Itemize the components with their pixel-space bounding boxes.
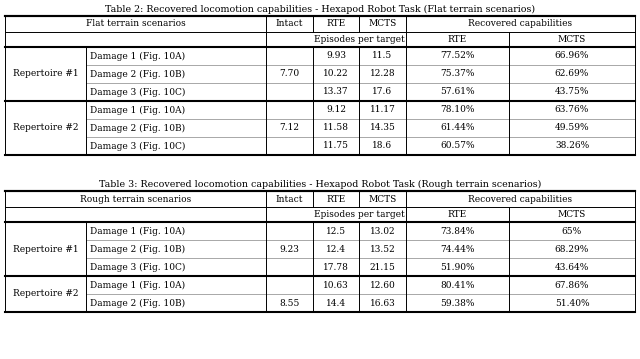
Text: Damage 1 (Fig. 10A): Damage 1 (Fig. 10A) [90,227,185,236]
Text: 10.63: 10.63 [323,280,349,289]
Text: 21.15: 21.15 [369,262,396,271]
Text: 11.17: 11.17 [369,106,396,115]
Text: 9.93: 9.93 [326,51,346,61]
Text: Flat terrain scenarios: Flat terrain scenarios [86,19,186,28]
Text: Repertoire #1: Repertoire #1 [13,244,78,253]
Text: 11.75: 11.75 [323,141,349,150]
Text: MCTS: MCTS [558,35,586,44]
Text: MCTS: MCTS [558,210,586,219]
Text: 73.84%: 73.84% [440,227,475,236]
Text: 9.23: 9.23 [280,244,300,253]
Text: Damage 2 (Fig. 10B): Damage 2 (Fig. 10B) [90,123,185,132]
Text: Repertoire #1: Repertoire #1 [13,70,78,79]
Text: 13.02: 13.02 [370,227,396,236]
Text: 68.29%: 68.29% [555,244,589,253]
Text: 9.12: 9.12 [326,106,346,115]
Text: Damage 2 (Fig. 10B): Damage 2 (Fig. 10B) [90,298,185,308]
Text: 38.26%: 38.26% [555,141,589,150]
Text: 77.52%: 77.52% [440,51,475,61]
Text: Damage 1 (Fig. 10A): Damage 1 (Fig. 10A) [90,51,185,61]
Text: 66.96%: 66.96% [555,51,589,61]
Text: Intact: Intact [276,195,303,204]
Text: RTE: RTE [448,210,467,219]
Text: 7.70: 7.70 [280,70,300,79]
Text: Episodes per target: Episodes per target [314,210,405,219]
Text: Damage 1 (Fig. 10A): Damage 1 (Fig. 10A) [90,106,185,115]
Text: Repertoire #2: Repertoire #2 [13,289,78,298]
Text: MCTS: MCTS [369,19,397,28]
Text: 17.6: 17.6 [372,88,392,97]
Text: 11.58: 11.58 [323,123,349,132]
Text: RTE: RTE [326,19,346,28]
Text: 62.69%: 62.69% [555,70,589,79]
Text: 12.5: 12.5 [326,227,346,236]
Text: 18.6: 18.6 [372,141,392,150]
Text: 80.41%: 80.41% [440,280,475,289]
Text: 12.60: 12.60 [370,280,396,289]
Text: 61.44%: 61.44% [440,123,475,132]
Text: Recovered capabilities: Recovered capabilities [468,195,573,204]
Text: 63.76%: 63.76% [555,106,589,115]
Text: 13.52: 13.52 [370,244,396,253]
Text: 67.86%: 67.86% [555,280,589,289]
Text: 12.4: 12.4 [326,244,346,253]
Text: Episodes per target: Episodes per target [314,35,405,44]
Text: RTE: RTE [448,35,467,44]
Text: 65%: 65% [562,227,582,236]
Text: 57.61%: 57.61% [440,88,475,97]
Text: 74.44%: 74.44% [440,244,475,253]
Text: Damage 3 (Fig. 10C): Damage 3 (Fig. 10C) [90,262,186,271]
Text: Damage 3 (Fig. 10C): Damage 3 (Fig. 10C) [90,141,186,150]
Text: 51.40%: 51.40% [555,298,589,308]
Text: RTE: RTE [326,195,346,204]
Text: Table 2: Recovered locomotion capabilities - Hexapod Robot Task (Flat terrain sc: Table 2: Recovered locomotion capabiliti… [105,4,535,14]
Text: 14.4: 14.4 [326,298,346,308]
Text: 8.55: 8.55 [279,298,300,308]
Text: 43.75%: 43.75% [555,88,589,97]
Text: Damage 2 (Fig. 10B): Damage 2 (Fig. 10B) [90,244,185,253]
Text: 13.37: 13.37 [323,88,349,97]
Text: Damage 3 (Fig. 10C): Damage 3 (Fig. 10C) [90,88,186,97]
Text: 59.38%: 59.38% [440,298,475,308]
Text: 49.59%: 49.59% [555,123,589,132]
Text: 14.35: 14.35 [369,123,396,132]
Text: 11.5: 11.5 [372,51,392,61]
Text: 51.90%: 51.90% [440,262,475,271]
Text: 78.10%: 78.10% [440,106,475,115]
Text: Table 3: Recovered locomotion capabilities - Hexapod Robot Task (Rough terrain s: Table 3: Recovered locomotion capabiliti… [99,180,541,188]
Text: 75.37%: 75.37% [440,70,475,79]
Text: 43.64%: 43.64% [555,262,589,271]
Text: 17.78: 17.78 [323,262,349,271]
Text: Damage 2 (Fig. 10B): Damage 2 (Fig. 10B) [90,69,185,79]
Text: MCTS: MCTS [369,195,397,204]
Text: 12.28: 12.28 [370,70,396,79]
Text: Recovered capabilities: Recovered capabilities [468,19,573,28]
Text: 60.57%: 60.57% [440,141,475,150]
Text: Intact: Intact [276,19,303,28]
Text: 16.63: 16.63 [370,298,396,308]
Text: Repertoire #2: Repertoire #2 [13,123,78,132]
Text: Damage 1 (Fig. 10A): Damage 1 (Fig. 10A) [90,280,185,290]
Text: 7.12: 7.12 [280,123,300,132]
Text: 10.22: 10.22 [323,70,349,79]
Text: Rough terrain scenarios: Rough terrain scenarios [80,195,191,204]
